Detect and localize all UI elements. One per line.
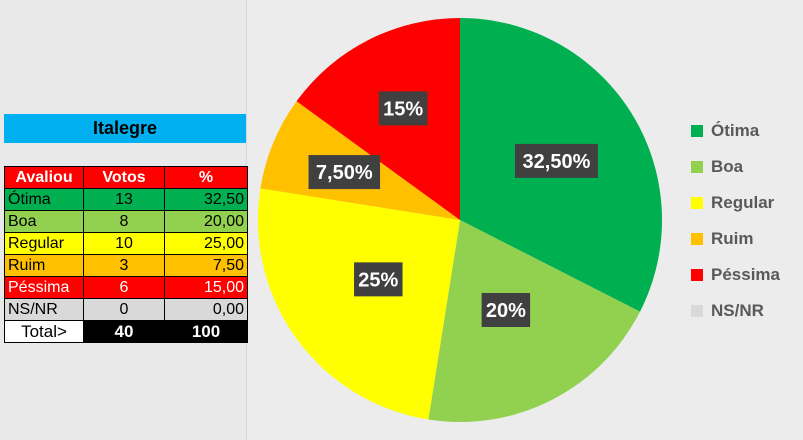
legend-item: Boa — [691, 149, 780, 185]
row-pct: 0,00 — [164, 298, 248, 321]
legend-item: Ruim — [691, 221, 780, 257]
row-label: Ruim — [4, 254, 84, 277]
header-avaliou: Avaliou — [4, 166, 84, 189]
row-pct: 15,00 — [164, 276, 248, 299]
vote-table: Avaliou Votos % Ótima 13 32,50 Boa 8 20,00 Reg… — [4, 166, 248, 343]
svg-text:15%: 15% — [383, 98, 423, 120]
row-label: Regular — [4, 232, 84, 255]
slice-data-label: 7,50% — [308, 155, 381, 190]
row-pct: 20,00 — [164, 210, 248, 233]
table-row: NS/NR 0 0,00 — [4, 298, 248, 321]
total-label: Total> — [4, 320, 84, 343]
legend-swatch — [691, 269, 703, 281]
legend-label: Regular — [711, 193, 775, 212]
slice-data-label: 15% — [378, 91, 428, 126]
legend-item: Péssima — [691, 257, 780, 293]
legend-swatch — [691, 305, 703, 317]
row-label: Ótima — [4, 188, 84, 211]
table-row: Ruim 3 7,50 — [4, 254, 248, 277]
legend-swatch — [691, 197, 703, 209]
svg-text:32,50%: 32,50% — [523, 151, 591, 173]
row-votes: 6 — [83, 276, 165, 299]
legend-swatch — [691, 125, 703, 137]
svg-text:20%: 20% — [486, 300, 526, 322]
row-pct: 7,50 — [164, 254, 248, 277]
pie-slice — [428, 220, 640, 422]
legend-label: Ruim — [711, 229, 754, 248]
data-panel: Italegre Avaliou Votos % Ótima 13 32,50 Boa… — [0, 0, 248, 440]
row-votes: 8 — [83, 210, 165, 233]
table-header-row: Avaliou Votos % — [4, 166, 248, 189]
pie-slice — [258, 188, 460, 420]
table-row: Boa 8 20,00 — [4, 210, 248, 233]
total-row: Total> 40 100 — [4, 320, 248, 343]
slice-data-label: 20% — [481, 292, 531, 327]
header-pct: % — [164, 166, 248, 189]
row-votes: 3 — [83, 254, 165, 277]
svg-text:25%: 25% — [358, 269, 398, 291]
pie-slice — [296, 18, 460, 220]
legend-label: Ótima — [711, 121, 760, 140]
legend-item: NS/NR — [691, 293, 780, 329]
legend-label: Péssima — [711, 265, 780, 284]
row-label: Boa — [4, 210, 84, 233]
table-row: Péssima 6 15,00 — [4, 276, 248, 299]
table-row: Ótima 13 32,50 — [4, 188, 248, 211]
header-votos: Votos — [83, 166, 165, 189]
pie-chart: 32,50% 20% 25% 7,50% 15% — [258, 18, 662, 422]
table-title: Italegre — [4, 114, 246, 143]
svg-text:7,50%: 7,50% — [316, 162, 373, 184]
table-row: Regular 10 25,00 — [4, 232, 248, 255]
legend-swatch — [691, 233, 703, 245]
row-votes: 10 — [83, 232, 165, 255]
row-label: NS/NR — [4, 298, 84, 321]
row-votes: 0 — [83, 298, 165, 321]
row-pct: 32,50 — [164, 188, 248, 211]
row-pct: 25,00 — [164, 232, 248, 255]
legend-label: Boa — [711, 157, 744, 176]
total-votes: 40 — [83, 320, 165, 343]
slice-data-label: 25% — [354, 262, 403, 297]
row-votes: 13 — [83, 188, 165, 211]
legend-swatch — [691, 161, 703, 173]
total-pct: 100 — [164, 320, 248, 343]
slice-data-label: 32,50% — [514, 143, 598, 178]
legend-label: NS/NR — [711, 301, 764, 320]
legend-item: Regular — [691, 185, 780, 221]
row-label: Péssima — [4, 276, 84, 299]
legend-item: Ótima — [691, 113, 780, 149]
chart-legend: Ótima Boa Regular Ruim Péssima NS/NR — [691, 113, 780, 329]
